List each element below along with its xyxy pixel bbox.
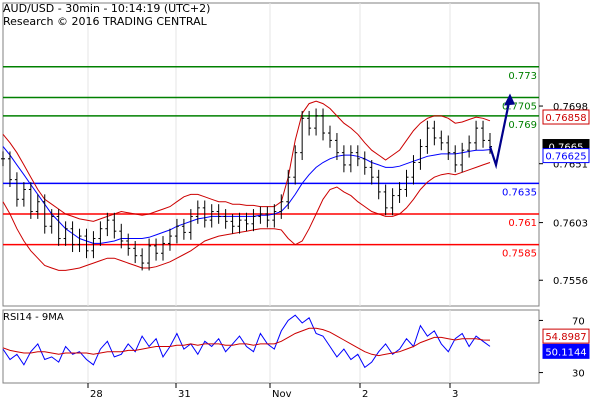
y-tick-label: 0.7698 bbox=[553, 102, 588, 113]
price-marker-label-price: 0.7665 bbox=[549, 143, 584, 154]
rsi-y-tick-label: 70 bbox=[572, 316, 585, 327]
rsi-title: RSI14 - 9MA bbox=[3, 312, 64, 323]
price-marker-label-bollinger: 0.76858 bbox=[545, 113, 586, 124]
price-marker-label-ma: 0.76625 bbox=[545, 152, 586, 163]
x-tick-label: 3 bbox=[452, 389, 458, 400]
level-label-0.7705: 0.7705 bbox=[502, 101, 537, 112]
rsi-marker-rsi_ma bbox=[542, 328, 590, 344]
rsi-marker-rsi bbox=[542, 343, 590, 359]
rsi-marker-label-rsi: 50.1144 bbox=[545, 347, 586, 358]
bollinger-upper-band bbox=[2, 100, 491, 222]
rsi-y-tick-label: 30 bbox=[572, 369, 585, 380]
level-label-0.7635: 0.7635 bbox=[502, 187, 537, 198]
rsi-line bbox=[2, 314, 491, 369]
price-marker-bollinger bbox=[542, 109, 590, 125]
level-label-0.773: 0.773 bbox=[508, 71, 537, 82]
forecast-arrow-head bbox=[504, 93, 515, 106]
y-tick-label: 0.7651 bbox=[553, 160, 588, 171]
x-tick-label: 31 bbox=[178, 389, 191, 400]
x-tick-label: 2 bbox=[362, 389, 368, 400]
level-label-0.769: 0.769 bbox=[508, 120, 537, 131]
rsi-marker-label-rsi_ma: 54.8987 bbox=[545, 332, 586, 343]
y-tick-label: 0.7603 bbox=[553, 219, 588, 230]
forecast-arrow bbox=[488, 97, 512, 170]
chart-subtitle: Research © 2016 TRADING CENTRAL bbox=[3, 15, 207, 28]
price-panel-frame bbox=[2, 2, 540, 307]
x-tick-label: Nov bbox=[272, 389, 292, 400]
level-label-0.7585: 0.7585 bbox=[502, 249, 537, 260]
level-label-0.761: 0.761 bbox=[508, 218, 537, 229]
x-tick-label: 28 bbox=[90, 389, 103, 400]
chart-title: AUD/USD - 30min - 10:14:19 (UTC+2) bbox=[3, 2, 211, 15]
bollinger-lower-band bbox=[2, 162, 491, 271]
rsi-ma-line bbox=[2, 327, 491, 357]
price-marker-ma bbox=[542, 148, 590, 164]
y-tick-label: 0.7556 bbox=[553, 276, 588, 287]
